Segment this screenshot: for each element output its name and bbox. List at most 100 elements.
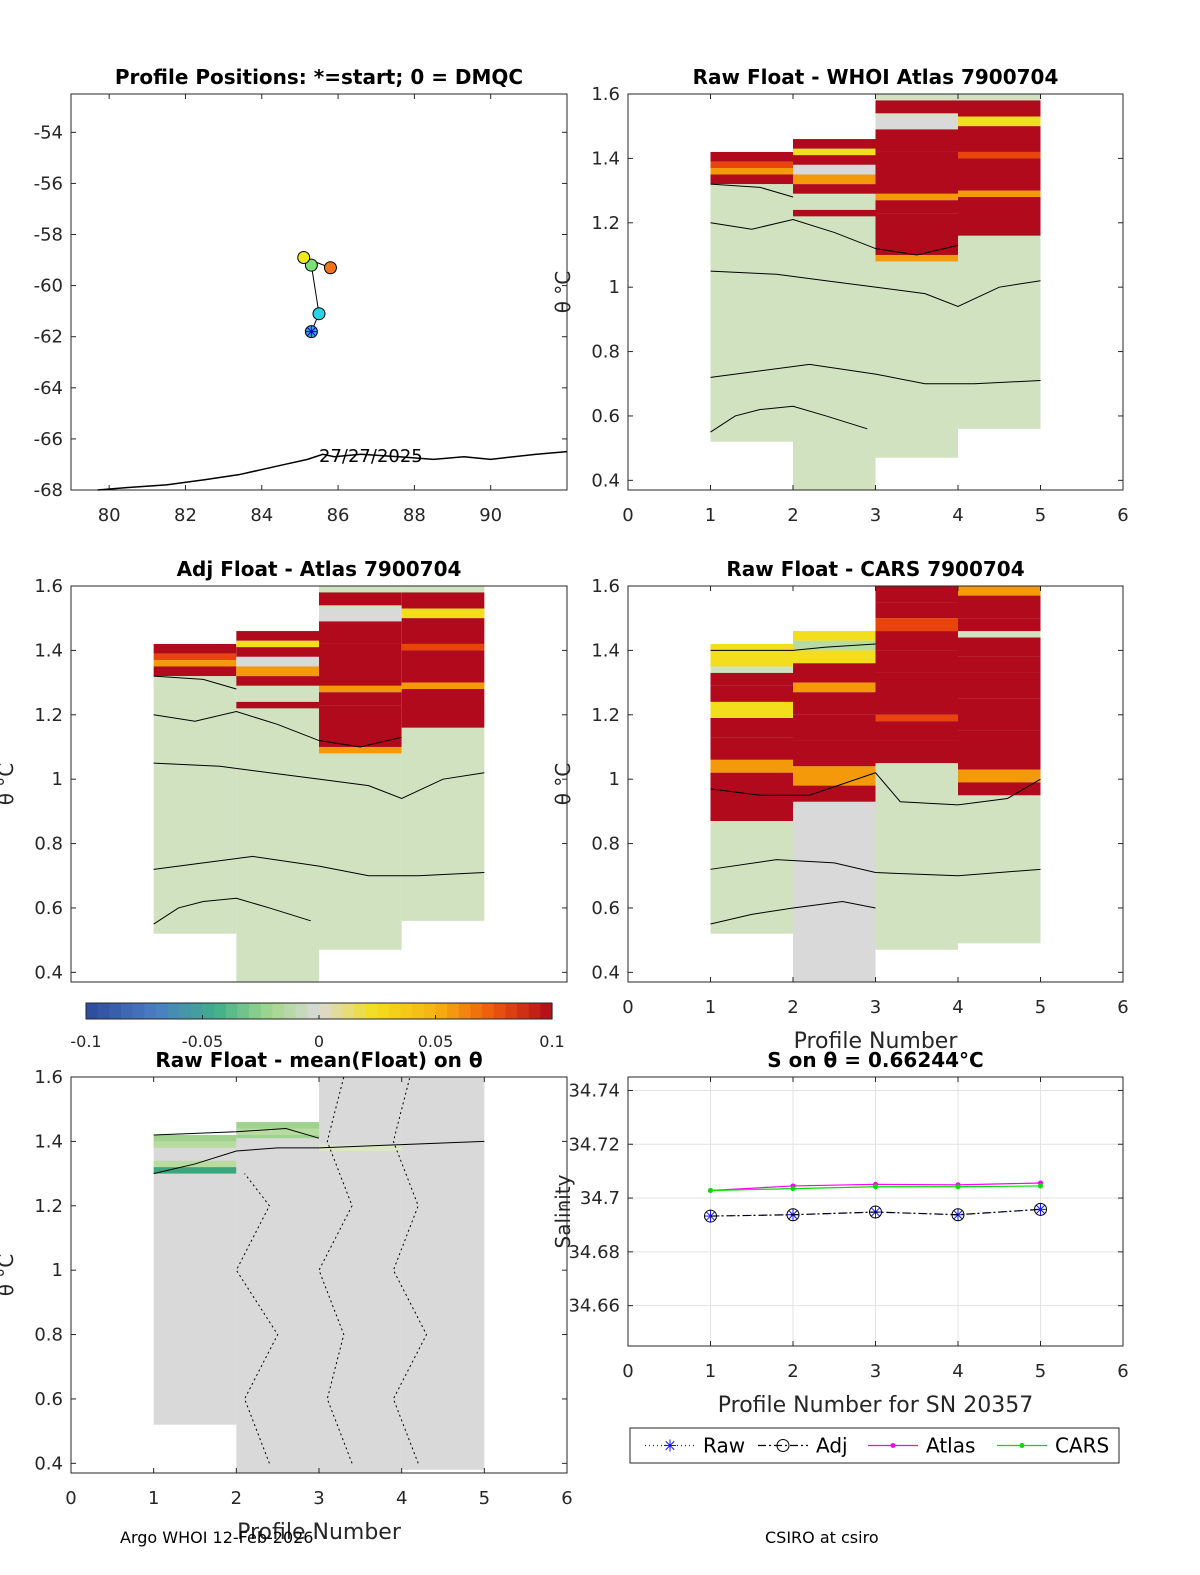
y-tick-label: -68 (34, 480, 63, 501)
x-tick-label: 3 (313, 1488, 324, 1509)
heatmap-column (236, 1122, 319, 1473)
heatmap-cell (793, 139, 876, 149)
y-tick-label: -56 (34, 173, 63, 194)
y-tick-label: 1.2 (34, 1196, 63, 1217)
colorbar-segment (249, 1003, 262, 1019)
heatmap-cell (236, 701, 319, 709)
series-point-cars (1038, 1183, 1043, 1189)
heatmap-cell (401, 682, 485, 690)
colorbar-segment (179, 1003, 192, 1019)
x-tick-label: 1 (148, 1488, 159, 1509)
colorbar-segment (109, 1003, 122, 1019)
raw_cars-xlabel: Profile Number (794, 1029, 959, 1054)
legend-label: Adj (816, 1434, 848, 1458)
heatmap-cell (236, 647, 319, 657)
y-tick-label: 34.66 (568, 1296, 620, 1317)
heatmap-cell (153, 643, 237, 654)
series-point-raw (1034, 1203, 1047, 1216)
contour-line (153, 1140, 485, 1175)
heatmap-cell (153, 1141, 237, 1148)
y-tick-label: 0.4 (591, 470, 620, 491)
heatmap-cell (958, 730, 1041, 770)
y-tick-label: 0.4 (591, 962, 620, 983)
heatmap-cell (958, 672, 1041, 699)
colorbar-tick-label: 0.1 (539, 1032, 564, 1051)
x-tick-label: 2 (787, 1361, 798, 1382)
colorbar-segment (295, 1003, 308, 1019)
colorbar-segment (342, 1003, 355, 1019)
colorbar-segment (482, 1003, 495, 1019)
adj_atlas-frame (70, 585, 568, 983)
heatmap-cell (710, 174, 793, 185)
legend-marker (1019, 1443, 1025, 1448)
salinity-xlabel: Profile Number for SN 20357 (718, 1393, 1033, 1418)
coastline (97, 450, 568, 491)
colorbar-segment (132, 1003, 145, 1019)
heatmap-cell (319, 692, 402, 706)
contour-line (710, 270, 1041, 308)
y-tick-label: 0.8 (591, 834, 620, 855)
heatmap-cell (958, 618, 1041, 632)
heatmap-cell (793, 650, 876, 664)
profile-position-marker (312, 307, 326, 321)
y-tick-label: 1.4 (34, 640, 63, 661)
colorbar-segment (470, 1003, 483, 1019)
x-tick-label: 0 (622, 997, 633, 1018)
colorbar-segment (86, 1003, 99, 1019)
heatmap-cell (710, 151, 793, 162)
raw_atlas-axes: 0.4 0.6 0.8 1 1.2 1.4 1.6 0 1 2 3 4 5 6 Raw Float - WH… (551, 65, 1129, 526)
y-tick-label: 0.4 (34, 962, 63, 983)
y-tick-label: 1.4 (591, 640, 620, 661)
profile-position-marker (304, 258, 318, 272)
raw_atlas-frame (627, 93, 1124, 491)
adj_atlas-ylabel: θ °C (0, 763, 18, 806)
adj_atlas-cells (153, 586, 485, 982)
raw_mean-frame (70, 1076, 568, 1474)
heatmap-cell (793, 740, 876, 767)
series-point-adj (1034, 1202, 1047, 1216)
colorbar-segment (377, 1003, 390, 1019)
x-tick-label: 0 (622, 505, 633, 526)
colorbar-tick-label: 0 (314, 1032, 324, 1051)
positions-title: Profile Positions: *=start; 0 = DMQC (115, 65, 523, 89)
raw_mean-ylabel: θ °C (0, 1254, 18, 1297)
colorbar-tick-label: 0.05 (418, 1032, 454, 1051)
heatmap-cell (875, 714, 958, 722)
raw_cars-frame (627, 585, 1124, 983)
heatmap-cell (793, 155, 876, 165)
colorbar-segment (365, 1003, 378, 1019)
legend-label: Atlas (926, 1434, 975, 1458)
raw_mean-contours (153, 1076, 485, 1464)
positions-axes: -54 -56 -58 -60 -62 -64 -66 -68 80 82 84 86 88 90 Prof… (34, 65, 568, 526)
heatmap-cell (710, 759, 793, 773)
y-tick-label: 0.6 (591, 898, 620, 919)
raw_cars-contours (710, 643, 1041, 925)
heatmap-cell (875, 254, 958, 262)
contour-line (710, 363, 1041, 385)
y-tick-label: 1 (52, 769, 63, 790)
y-tick-label: 1.2 (591, 213, 620, 234)
heatmap-cell (793, 640, 876, 651)
heatmap-column (710, 151, 793, 442)
heatmap-column (401, 1077, 485, 1470)
x-tick-label: 3 (870, 997, 881, 1018)
salinity-title: S on θ = 0.66244°C (767, 1048, 984, 1072)
y-tick-label: 34.74 (568, 1080, 620, 1101)
y-tick-label: 1 (609, 769, 620, 790)
positions-background (71, 94, 567, 490)
x-tick-label: 90 (479, 505, 502, 526)
contour-line (318, 1076, 353, 1464)
heatmap-cell (875, 672, 958, 715)
y-tick-label: 34.72 (568, 1134, 620, 1155)
heatmap-cell (958, 116, 1041, 127)
x-tick-label: 3 (870, 1361, 881, 1382)
heatmap-cell (793, 692, 876, 715)
y-tick-label: 1.4 (591, 148, 620, 169)
colorbar-segment (493, 1003, 506, 1019)
star-stroke (306, 327, 316, 337)
colorbar-segment (435, 1003, 448, 1019)
heatmap-cell (710, 737, 793, 760)
heatmap-cell (319, 705, 402, 747)
series-point-cars (708, 1188, 713, 1194)
heatmap-cell (793, 164, 876, 175)
